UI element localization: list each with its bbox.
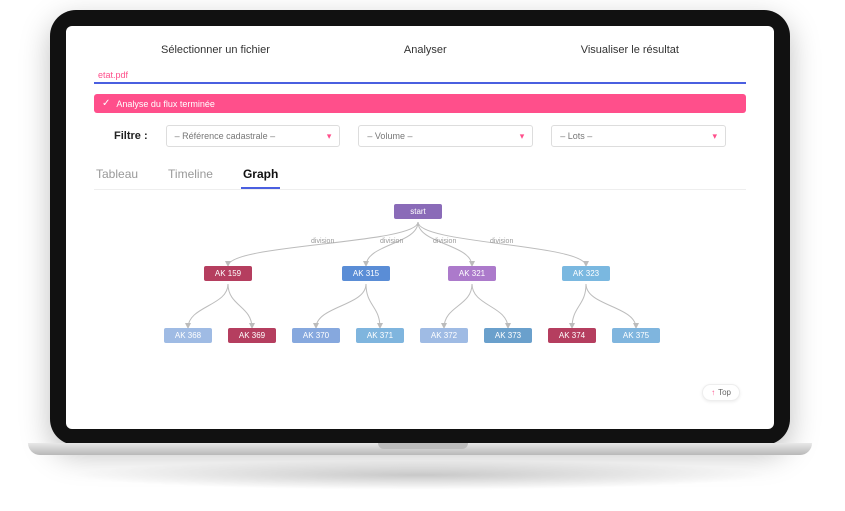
graph-edge-label: division <box>311 238 334 245</box>
graph-node[interactable]: AK 371 <box>356 328 404 343</box>
filter-volume-value: – Volume – <box>367 131 412 141</box>
laptop-notch <box>378 443 468 449</box>
file-underline <box>94 82 746 84</box>
filter-volume-dropdown[interactable]: – Volume – ▾ <box>358 125 533 147</box>
status-text: Analyse du flux terminée <box>116 99 215 109</box>
view-tabs: Tableau Timeline Graph <box>94 161 746 190</box>
graph-edge-label: division <box>490 238 513 245</box>
chevron-down-icon: ▾ <box>327 131 332 142</box>
tab-timeline[interactable]: Timeline <box>166 161 215 189</box>
graph-node[interactable]: AK 373 <box>484 328 532 343</box>
filter-reference-value: – Référence cadastrale – <box>175 131 276 141</box>
step-visualize: Visualiser le résultat <box>581 44 679 56</box>
arrow-up-icon: ↑ <box>711 388 715 397</box>
graph-node[interactable]: AK 372 <box>420 328 468 343</box>
graph-node[interactable]: AK 375 <box>612 328 660 343</box>
scroll-top-label: Top <box>718 388 731 397</box>
wizard-steps: Sélectionner un fichier Analyser Visuali… <box>94 44 746 56</box>
tab-graph[interactable]: Graph <box>241 161 280 189</box>
status-bar: ✓ Analyse du flux terminée <box>94 94 746 113</box>
laptop-reflection <box>70 460 770 490</box>
graph-node[interactable]: AK 370 <box>292 328 340 343</box>
graph-node[interactable]: AK 323 <box>562 266 610 281</box>
graph-edge-label: division <box>380 238 403 245</box>
graph-node[interactable]: AK 159 <box>204 266 252 281</box>
filter-reference-dropdown[interactable]: – Référence cadastrale – ▾ <box>166 125 341 147</box>
filter-label: Filtre : <box>114 130 148 142</box>
chevron-down-icon: ▾ <box>712 131 717 142</box>
selected-file-name: etat.pdf <box>98 70 746 80</box>
step-analyze: Analyser <box>404 44 447 56</box>
step-select: Sélectionner un fichier <box>161 44 270 56</box>
graph-edge-label: division <box>433 238 456 245</box>
laptop-frame: Sélectionner un fichier Analyser Visuali… <box>50 10 790 445</box>
filter-lots-dropdown[interactable]: – Lots – ▾ <box>551 125 726 147</box>
tab-tableau[interactable]: Tableau <box>94 161 140 189</box>
chevron-down-icon: ▾ <box>520 131 525 142</box>
graph-canvas: start AK 159 AK 315 AK 321 AK 323 AK 368 AK 36… <box>94 200 746 360</box>
filter-lots-value: – Lots – <box>560 131 592 141</box>
graph-node[interactable]: AK 315 <box>342 266 390 281</box>
graph-node[interactable]: AK 368 <box>164 328 212 343</box>
check-icon: ✓ <box>102 98 110 109</box>
app-screen: Sélectionner un fichier Analyser Visuali… <box>66 26 774 429</box>
graph-node[interactable]: start <box>394 204 442 219</box>
graph-node[interactable]: AK 374 <box>548 328 596 343</box>
scroll-top-button[interactable]: ↑ Top <box>702 384 740 401</box>
filter-row: Filtre : – Référence cadastrale – ▾ – Vo… <box>114 125 726 147</box>
graph-node[interactable]: AK 321 <box>448 266 496 281</box>
graph-node[interactable]: AK 369 <box>228 328 276 343</box>
